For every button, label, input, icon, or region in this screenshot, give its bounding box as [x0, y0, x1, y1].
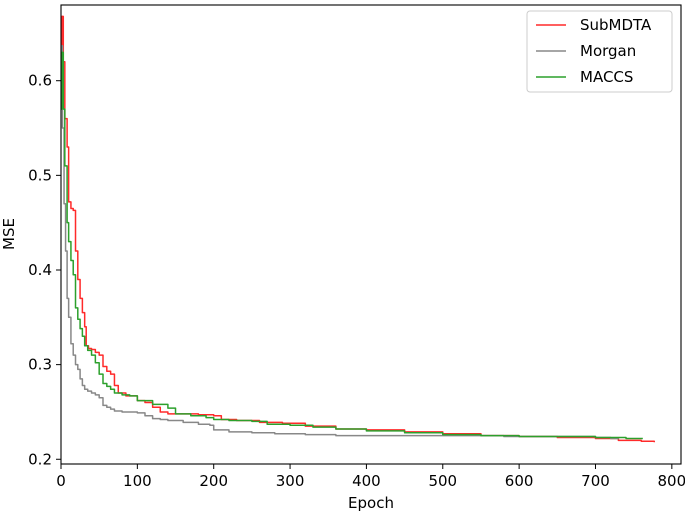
- y-tick-label: 0.3: [28, 356, 52, 374]
- series-line-maccs: [61, 51, 643, 440]
- x-tick-label: 100: [123, 472, 152, 490]
- x-axis-ticks: 0 100 200 300 400 500 600 700 800: [56, 464, 685, 490]
- x-tick-label: 0: [56, 472, 66, 490]
- x-tick-label: 300: [276, 472, 305, 490]
- legend-label-submdta: SubMDTA: [580, 16, 652, 34]
- series-layer: [61, 15, 656, 443]
- y-axis-title: MSE: [0, 218, 18, 250]
- plot-frame: [60, 4, 682, 465]
- y-axis-ticks: 0.2 0.3 0.4 0.5 0.6: [28, 72, 61, 468]
- x-axis-title: Epoch: [348, 494, 394, 512]
- x-tick-label: 700: [581, 472, 610, 490]
- legend-box: [526, 10, 673, 93]
- legend-label-morgan: Morgan: [580, 42, 636, 60]
- series-line-morgan: [61, 44, 620, 440]
- x-tick-label: 500: [428, 472, 457, 490]
- legend-label-maccs: MACCS: [580, 68, 633, 86]
- x-tick-label: 200: [199, 472, 228, 490]
- y-tick-label: 0.6: [28, 72, 52, 90]
- y-tick-label: 0.4: [28, 261, 52, 279]
- y-tick-label: 0.5: [28, 166, 52, 184]
- x-tick-label: 400: [352, 472, 381, 490]
- legend: SubMDTA Morgan MACCS: [526, 10, 673, 93]
- y-tick-label: 0.2: [28, 450, 52, 468]
- x-tick-label: 800: [658, 472, 685, 490]
- x-tick-label: 600: [505, 472, 534, 490]
